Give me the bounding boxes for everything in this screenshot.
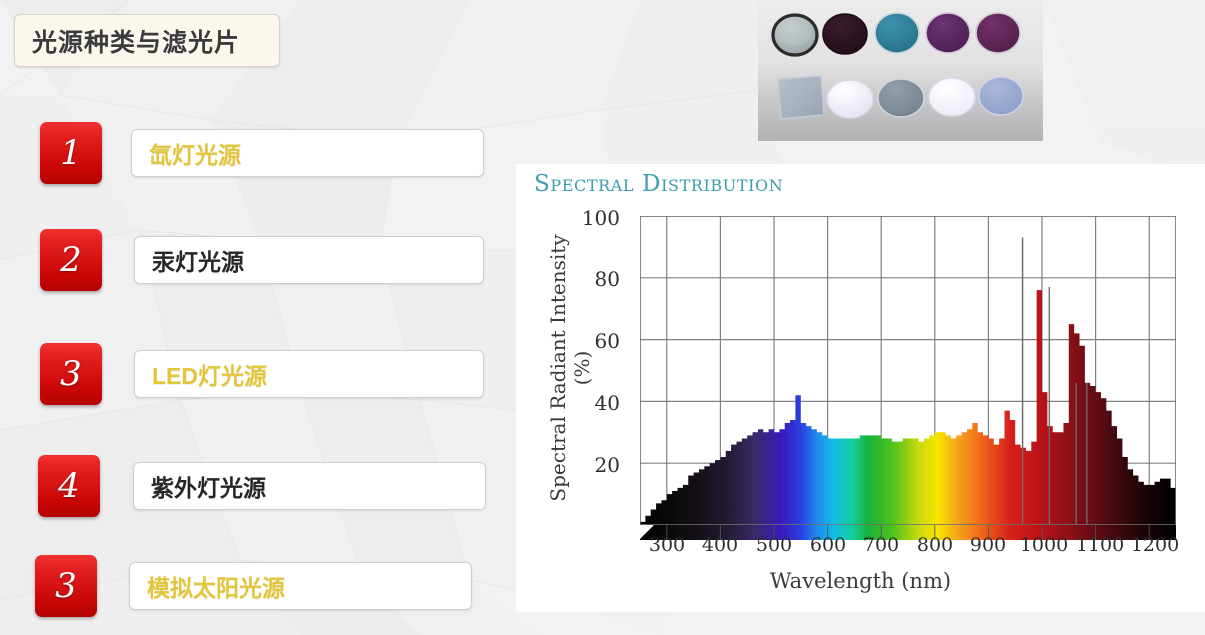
list-item-label: 模拟太阳光源 bbox=[147, 575, 285, 601]
x-tick: 900 bbox=[969, 534, 1007, 556]
deep-purple-black-filter-icon bbox=[822, 13, 868, 55]
list-item-number-badge: 3 bbox=[40, 343, 102, 405]
chart-spike-lines-overlay bbox=[1021, 237, 1088, 525]
list-item-label: 汞灯光源 bbox=[152, 249, 244, 275]
list-item-label-box[interactable]: LED灯光源 bbox=[134, 350, 484, 398]
slide-title-badge: 光源种类与滤光片 bbox=[14, 14, 280, 67]
y-tick: 80 bbox=[594, 267, 620, 291]
y-tick: 60 bbox=[594, 329, 620, 353]
periwinkle-blue-filter-icon bbox=[978, 76, 1024, 116]
magenta-purple-filter-icon bbox=[975, 12, 1021, 54]
list-item-label-box[interactable]: 紫外灯光源 bbox=[133, 462, 486, 510]
slate-grey-filter-icon bbox=[877, 78, 925, 118]
chart-spectrum-colorbar bbox=[640, 525, 1176, 540]
chart-title: Spectral Distribution bbox=[534, 171, 784, 197]
list-item-label: LED灯光源 bbox=[152, 363, 267, 389]
list-item-label: 紫外灯光源 bbox=[151, 475, 266, 501]
list-item[interactable]: 2 汞灯光源 bbox=[40, 229, 484, 291]
list-item[interactable]: 3 模拟太阳光源 bbox=[35, 555, 472, 617]
chart-x-axis-label: Wavelength (nm) bbox=[769, 569, 952, 593]
chart-plot-area bbox=[640, 216, 1176, 525]
list-item-label-box[interactable]: 汞灯光源 bbox=[134, 236, 484, 284]
x-tick: 700 bbox=[862, 534, 900, 556]
x-tick: 400 bbox=[701, 534, 739, 556]
x-tick: 1000 bbox=[1019, 534, 1069, 556]
page-title: 光源种类与滤光片 bbox=[32, 28, 241, 57]
x-tick: 1100 bbox=[1075, 534, 1125, 556]
list-item-label: 氙灯光源 bbox=[149, 142, 241, 168]
chart-y-tick-labels: 100 80 60 40 20 bbox=[574, 164, 620, 564]
filter-row-top bbox=[771, 12, 1021, 57]
x-tick: 500 bbox=[755, 534, 793, 556]
spectral-distribution-chart-card: Spectral Distribution Spectral Radiant I… bbox=[516, 164, 1205, 612]
optical-filters-photo bbox=[758, 0, 1043, 141]
list-item-label-box[interactable]: 模拟太阳光源 bbox=[129, 562, 472, 610]
chart-histogram-series bbox=[640, 290, 1176, 525]
x-tick: 800 bbox=[916, 534, 954, 556]
list-item-label-box[interactable]: 氙灯光源 bbox=[131, 129, 484, 177]
list-item-number-badge: 1 bbox=[40, 122, 102, 184]
white-lavender-filter-icon bbox=[826, 79, 874, 119]
square-glass-plate-icon bbox=[777, 75, 825, 120]
y-tick: 100 bbox=[581, 206, 620, 230]
filters-photo-svg bbox=[758, 0, 1043, 141]
list-item[interactable]: 3 LED灯光源 bbox=[40, 343, 484, 405]
teal-filter-icon bbox=[874, 12, 920, 54]
list-item-number-badge: 4 bbox=[38, 455, 100, 517]
x-tick: 600 bbox=[809, 534, 847, 556]
white-filter-icon bbox=[928, 77, 976, 117]
list-item[interactable]: 1 氙灯光源 bbox=[40, 122, 484, 184]
y-tick: 20 bbox=[594, 453, 620, 477]
list-item[interactable]: 4 紫外灯光源 bbox=[38, 455, 486, 517]
clear-grey-filter-icon bbox=[771, 13, 819, 57]
list-item-number-badge: 2 bbox=[40, 229, 102, 291]
y-tick: 40 bbox=[594, 391, 620, 415]
list-item-number-badge: 3 bbox=[35, 555, 97, 617]
filter-row-bottom bbox=[777, 75, 1024, 120]
x-tick: 1200 bbox=[1130, 534, 1180, 556]
chart-x-tick-labels: 300 400 500 600 700 800 900 1000 1100 12… bbox=[516, 534, 1205, 564]
x-tick: 300 bbox=[648, 534, 686, 556]
violet-filter-icon bbox=[925, 12, 971, 54]
